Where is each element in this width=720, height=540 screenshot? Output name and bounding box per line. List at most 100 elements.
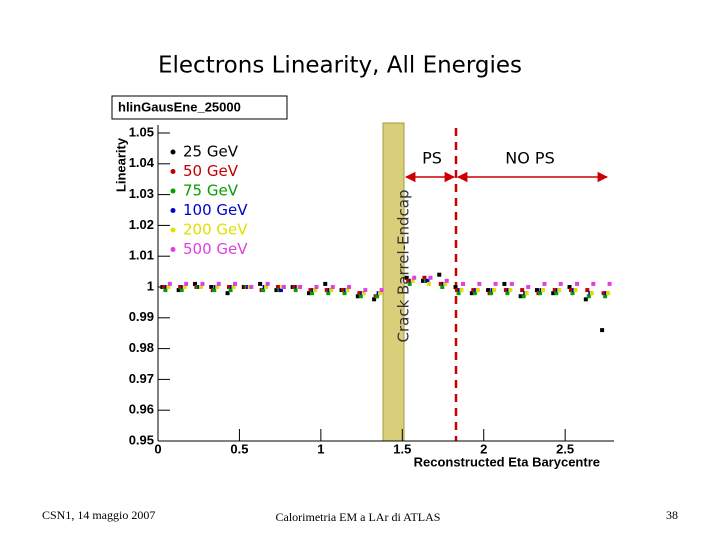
y-tick-label: 1.04 [129,155,155,170]
data-point [412,275,417,280]
data-point [420,278,425,283]
data-point [378,291,383,296]
y-tick-label: 0.96 [129,402,154,417]
data-point [569,288,574,293]
data-point [443,281,448,286]
data-point [184,281,189,286]
legend-label: 200 GeV [183,221,248,239]
data-point [261,288,266,293]
data-point [341,288,346,293]
data-point [585,288,590,293]
y-tick-label: 1 [147,278,154,293]
y-tick-label: 0.95 [129,432,154,447]
data-point [589,291,594,296]
data-point [265,281,270,286]
data-point [375,294,380,299]
data-point [233,281,238,286]
data-point [492,288,497,293]
data-point [489,291,494,296]
data-point [586,294,591,299]
data-point [166,285,171,289]
data-point [440,285,445,289]
data-point [292,285,297,289]
data-point [542,281,547,286]
data-point [326,291,331,296]
legend-bullet [170,227,176,233]
legend-label: 75 GeV [183,182,239,200]
data-point [182,285,187,289]
data-point [475,288,480,293]
data-point [176,288,181,293]
data-point [503,288,508,293]
data-point [281,285,286,289]
y-axis-label: Linearity [113,137,128,192]
data-point [358,294,363,299]
data-point [361,291,366,296]
data-point [404,275,409,280]
data-point [456,291,461,296]
data-point [355,294,360,299]
x-tick-label: 0.5 [230,441,248,456]
page-number: 38 [666,508,678,522]
data-point [258,281,263,286]
data-point [312,288,317,293]
ps-label: PS [422,149,442,168]
data-point [537,291,542,296]
y-tick-label: 1.02 [129,217,154,232]
nops-label: NO PS [505,149,554,168]
data-point [167,281,172,286]
data-point [603,294,608,299]
x-axis-label: Reconstructed Eta Barycentre [414,454,600,469]
data-point [554,291,559,296]
data-point [521,294,526,299]
legend-bullet [170,149,176,155]
data-point [178,285,183,289]
data-point [314,285,319,289]
data-point [606,291,611,296]
hist-name: hlinGausEne_25000 [118,99,241,114]
data-point [407,281,412,286]
data-point [200,281,205,286]
data-point [540,288,545,293]
x-tick-label: 2.5 [556,441,574,456]
data-point [524,291,529,296]
data-point [534,288,539,293]
crack-label: Crack Barrel-Endcap [395,189,413,342]
data-point [444,278,449,283]
data-point [309,291,314,296]
data-point [425,278,430,283]
data-point [601,291,606,296]
data-point [406,278,411,283]
data-point [372,297,377,302]
data-point [264,285,269,289]
data-point [216,281,221,286]
data-point [347,285,352,289]
data-point [552,288,557,293]
data-point [455,288,460,293]
data-point [410,278,415,283]
x-tick-label: 0 [154,441,161,456]
data-point [502,281,507,286]
data-point [192,281,197,286]
data-point [363,288,368,293]
data-point [324,288,329,293]
data-point [231,285,236,289]
data-point [472,291,477,296]
data-point [453,285,458,289]
data-point [323,281,328,286]
data-point [471,288,476,293]
data-point [227,285,232,289]
data-point [249,285,254,289]
data-point [298,285,303,289]
data-point [329,288,334,293]
x-tick-label: 2 [480,441,487,456]
data-point [438,281,443,286]
legend-label: 50 GeV [183,162,239,180]
data-point [161,285,166,289]
data-point [469,291,474,296]
hist-name-box [111,95,288,120]
data-point [212,288,217,293]
x-tick-label: 1.5 [393,441,411,456]
slide-title: Electrons Linearity, All Energies [158,53,522,79]
